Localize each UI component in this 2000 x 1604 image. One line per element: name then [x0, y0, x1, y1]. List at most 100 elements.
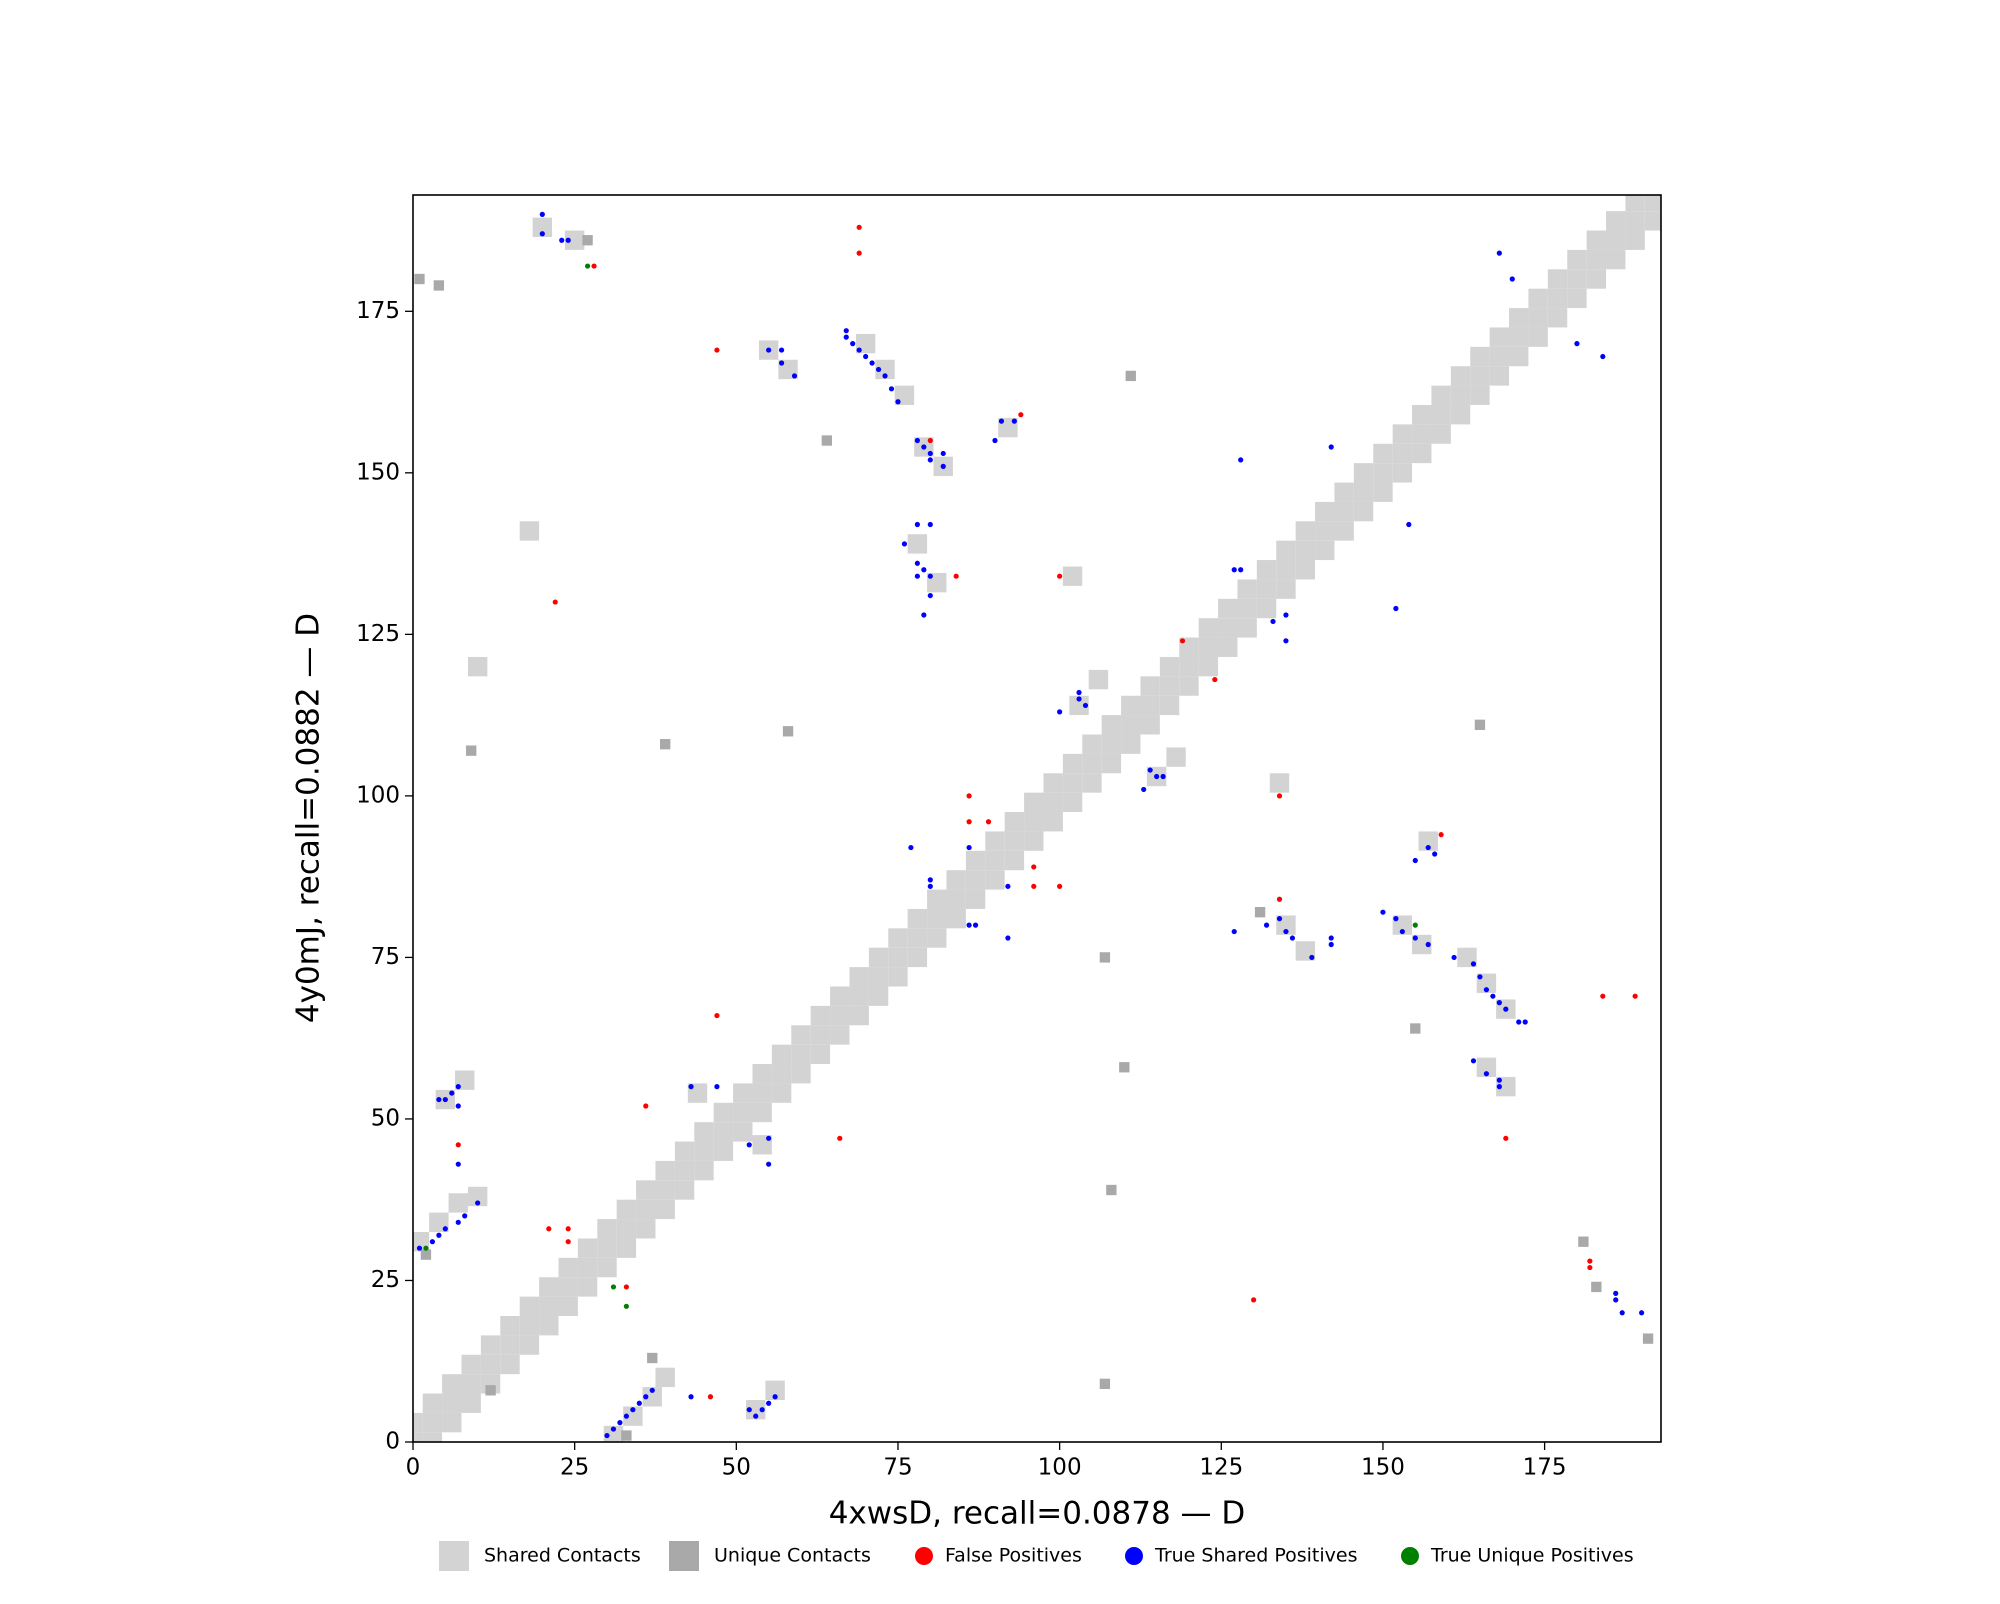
- positive-point: [610, 1426, 617, 1432]
- shared-contact: [1101, 715, 1122, 735]
- y-tick-label: 50: [371, 1105, 400, 1131]
- shared-contact: [1431, 385, 1451, 405]
- positive-point: [1231, 928, 1237, 935]
- shared-contact: [1373, 443, 1393, 464]
- shared-contact: [985, 870, 1005, 890]
- positive-point: [1613, 1290, 1619, 1296]
- positive-point: [1276, 896, 1283, 902]
- shared-contact: [1062, 773, 1083, 793]
- shared-contact: [1140, 676, 1160, 696]
- shared-contact: [1353, 501, 1374, 522]
- positive-point: [927, 573, 933, 579]
- positive-point: [927, 450, 933, 457]
- shared-contact: [519, 1296, 540, 1317]
- positive-point: [552, 599, 558, 605]
- positive-point: [565, 1226, 571, 1232]
- plot-frame: [412, 194, 1662, 1443]
- shared-contact: [636, 1180, 656, 1200]
- positive-point: [1496, 1000, 1502, 1006]
- shared-contact: [1256, 560, 1277, 580]
- x-tick-label: 75: [883, 1455, 912, 1481]
- shared-contact: [1062, 566, 1083, 586]
- shared-contact: [1315, 540, 1335, 561]
- shared-contact: [1237, 579, 1257, 599]
- shared-contact: [1509, 308, 1529, 328]
- positive-point: [927, 877, 933, 883]
- shared-contact: [623, 1406, 643, 1426]
- positive-point: [1406, 521, 1412, 528]
- positive-point: [714, 347, 720, 353]
- positive-point: [759, 1407, 765, 1413]
- positive-point: [1613, 1297, 1619, 1303]
- shared-contact: [1256, 579, 1277, 599]
- shared-contact: [733, 1083, 753, 1103]
- positive-point: [1496, 1077, 1502, 1083]
- shared-contact: [1088, 669, 1109, 690]
- shared-contact: [888, 928, 908, 948]
- shared-contact: [1179, 676, 1199, 696]
- shared-contact: [519, 1316, 540, 1336]
- positive-point: [875, 366, 882, 373]
- unique-contact: [782, 726, 794, 737]
- positive-point: [998, 418, 1005, 424]
- positive-point: [766, 1161, 772, 1167]
- positive-point: [455, 1219, 461, 1225]
- positive-point: [455, 1103, 461, 1109]
- shared-contact: [1412, 404, 1432, 425]
- shared-contact: [1450, 385, 1471, 405]
- positive-point: [1483, 1071, 1490, 1077]
- positive-point: [753, 1413, 759, 1419]
- shared-contact: [1256, 598, 1277, 619]
- shared-contact: [577, 1277, 598, 1297]
- shared-contact: [1606, 211, 1626, 231]
- shared-contact: [810, 1005, 831, 1026]
- shared-contact: [1606, 249, 1626, 270]
- shared-contact: [1198, 637, 1219, 657]
- y-tick-label: 150: [356, 459, 400, 485]
- positive-point: [1057, 883, 1063, 889]
- legend-label: Unique Contacts: [714, 1545, 871, 1567]
- shared-contact: [1567, 269, 1587, 289]
- shared-contact: [1547, 308, 1568, 328]
- shared-contact: [674, 1180, 695, 1200]
- positive-point: [1283, 928, 1289, 935]
- shared-contact: [849, 986, 869, 1006]
- shared-contact: [1218, 598, 1238, 619]
- legend-label: True Shared Positives: [1154, 1545, 1357, 1567]
- shared-contact: [413, 1412, 423, 1433]
- positive-point: [908, 844, 914, 851]
- positive-point: [1018, 412, 1024, 418]
- positive-point: [475, 1200, 481, 1206]
- positive-point: [1154, 773, 1160, 780]
- shared-contact: [1528, 288, 1548, 309]
- shared-contact: [1418, 831, 1438, 851]
- shared-contact: [1159, 656, 1180, 677]
- shared-contact: [1334, 482, 1354, 502]
- shared-contact: [1140, 695, 1160, 716]
- positive-point: [1470, 1058, 1477, 1064]
- positive-point: [856, 250, 862, 256]
- positive-point: [1179, 638, 1186, 644]
- shared-contact: [752, 1102, 772, 1123]
- positive-point: [423, 1245, 429, 1251]
- positive-point: [1509, 276, 1515, 282]
- positive-point: [985, 819, 992, 825]
- positive-point: [630, 1407, 636, 1413]
- shared-contact: [965, 889, 986, 909]
- positive-point: [539, 211, 545, 217]
- shared-contact: [713, 1141, 734, 1161]
- positive-point: [869, 360, 875, 366]
- shared-contact: [1198, 618, 1219, 638]
- shared-contact: [830, 1005, 850, 1026]
- shared-contact: [1567, 249, 1587, 270]
- positive-point: [778, 360, 785, 366]
- positive-point: [1380, 909, 1386, 915]
- shared-contact: [1373, 482, 1393, 502]
- legend-swatch: [669, 1541, 699, 1571]
- shared-contact: [1476, 1057, 1497, 1077]
- shared-contact: [1431, 424, 1451, 444]
- shared-contact: [1353, 463, 1374, 483]
- shared-contact: [791, 1044, 811, 1065]
- shared-contact: [1353, 482, 1374, 502]
